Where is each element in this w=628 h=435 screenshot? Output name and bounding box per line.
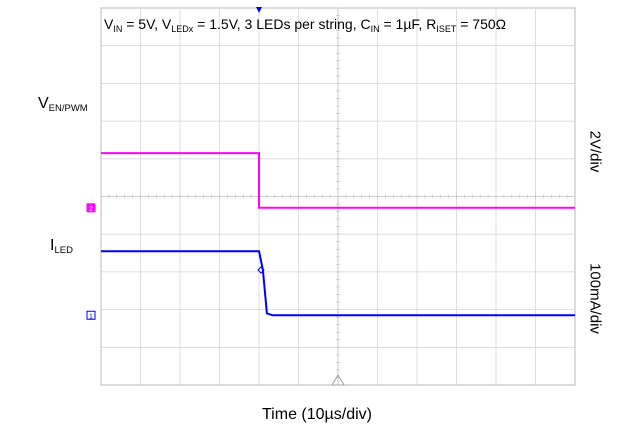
cursor-diamond: [257, 266, 265, 274]
trigger-marker: [256, 7, 262, 13]
current-scale-label: 100mA/div: [586, 263, 604, 334]
channel-marker-iled: [86, 310, 96, 320]
voltage-scale-label: 2V/div: [586, 130, 604, 173]
ven-pwm-label: VEN/PWM: [38, 95, 88, 114]
channel-marker-number: 2: [89, 206, 93, 213]
horizontal-position-marker: [331, 374, 345, 386]
chart-title: VIN = 5V, VLEDx = 1.5V, 3 LEDs per strin…: [104, 16, 507, 34]
waveform-ven-pwm: [101, 152, 575, 209]
channel-marker-number: 1: [89, 313, 93, 320]
waveform-iled: [101, 250, 575, 317]
iled-label: ILED: [50, 237, 73, 256]
channel-marker-ven-pwm: [86, 203, 96, 213]
x-axis-label: Time (10µs/div): [262, 406, 372, 423]
